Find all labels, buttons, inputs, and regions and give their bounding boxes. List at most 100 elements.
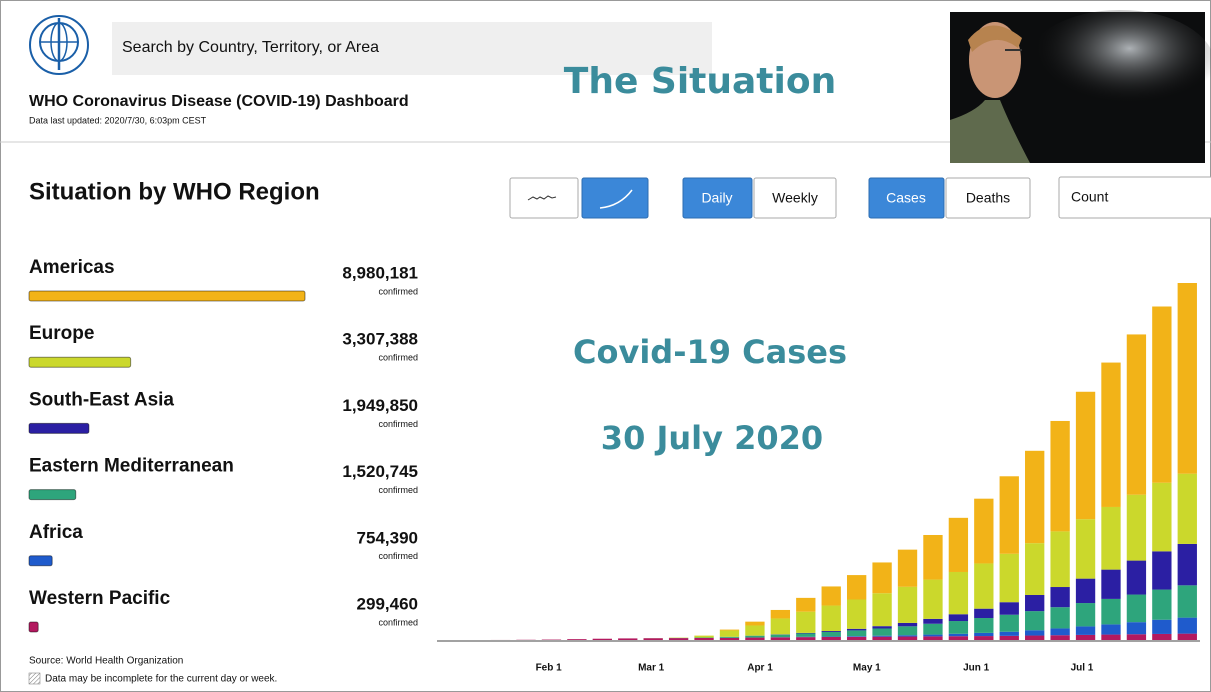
bar-segment <box>974 498 994 564</box>
bar-segment <box>1126 622 1147 635</box>
bar-segment <box>770 618 791 635</box>
bar-segment <box>974 618 994 633</box>
curve-icon <box>599 189 633 209</box>
bar-segment <box>1152 306 1172 483</box>
bar-segment <box>1101 506 1121 570</box>
weekly-button[interactable] <box>753 177 837 219</box>
bar-segment <box>872 636 892 640</box>
bar-segment <box>999 635 1019 640</box>
region-value: 1,949,850 <box>342 396 418 415</box>
bar-segment <box>948 571 969 615</box>
bar-segment <box>1177 543 1197 586</box>
metric-label: Count <box>1071 189 1108 205</box>
bar-segment <box>1152 633 1172 640</box>
bar-segment <box>1126 494 1147 561</box>
overlay-date: 30 July 2020 <box>601 419 823 457</box>
bar-segment <box>1075 603 1096 627</box>
bar-segment <box>1075 626 1096 635</box>
dashboard-title: WHO Coronavirus Disease (COVID-19) Dashb… <box>29 93 409 110</box>
bar-segment <box>1050 531 1070 588</box>
bar-segment <box>1050 635 1070 640</box>
region-name: South-East Asia <box>29 389 174 410</box>
bar-segment <box>745 635 765 638</box>
bar-segment <box>948 517 969 572</box>
region-unit: confirmed <box>378 551 418 561</box>
x-tick-label: May 1 <box>853 663 881 674</box>
bar-segment <box>846 630 867 637</box>
bar-segment <box>999 553 1019 603</box>
region-bar <box>28 555 53 567</box>
daily-label: Daily <box>701 190 732 206</box>
bar-segment <box>1126 594 1147 623</box>
bar-segment <box>1177 617 1197 634</box>
bar-segment <box>1152 482 1172 552</box>
bar-segment <box>719 637 740 640</box>
linear-button[interactable] <box>509 177 579 219</box>
bar-segment <box>796 633 816 637</box>
region-list: Americas 8,980,181 confirmed Europe 3,307,38… <box>28 257 418 633</box>
region-unit: confirmed <box>378 419 418 429</box>
bar-segment <box>923 623 943 635</box>
bar-segment <box>999 631 1019 636</box>
bar-segment <box>1025 630 1045 636</box>
who-logo <box>29 15 89 75</box>
section-title: Situation by WHO Region <box>29 178 320 205</box>
cases-button[interactable] <box>868 177 945 219</box>
bar-segment <box>745 625 765 636</box>
source: Source: World Health Organization <box>29 656 183 667</box>
bar-segment <box>770 609 791 619</box>
bar-segment <box>796 637 816 640</box>
x-tick-label: Feb 1 <box>536 663 563 674</box>
last-updated: Data last updated: 2020/7/30, 6:03pm CES… <box>29 115 207 125</box>
region-unit: confirmed <box>378 617 418 627</box>
bar-segment <box>1075 519 1096 579</box>
bar-segment <box>974 632 994 637</box>
x-tick-label: Jul 1 <box>1071 663 1094 674</box>
x-tick-label: Apr 1 <box>747 663 773 674</box>
bar-segment <box>719 629 740 631</box>
region-value: 299,460 <box>357 594 418 613</box>
bar-segment <box>796 611 816 633</box>
region-name: Europe <box>29 323 94 344</box>
bar-segment <box>1050 420 1070 532</box>
bar-segment <box>1050 607 1070 629</box>
overlay-caption: Covid-19 Cases <box>573 333 847 371</box>
search-box[interactable] <box>112 22 712 75</box>
bar-segment <box>923 634 943 637</box>
region-bar <box>28 290 306 302</box>
bar-segment <box>1101 634 1121 640</box>
bar-segment <box>846 599 867 629</box>
bar-segment <box>821 631 841 632</box>
x-tick-label: Mar 1 <box>638 663 665 674</box>
bar-segment <box>770 637 791 640</box>
bar-segment <box>1152 619 1172 634</box>
chart-type-toggle <box>509 177 649 219</box>
hatch-icon <box>28 672 41 685</box>
bar-segment <box>846 628 867 631</box>
bar-segment <box>1025 611 1045 631</box>
daily-button[interactable] <box>682 177 753 219</box>
bar-segment <box>1050 587 1070 608</box>
photo <box>950 10 1211 163</box>
bar-segment <box>1101 569 1121 599</box>
bar-segment <box>821 586 841 606</box>
sparkline-icon <box>527 195 557 201</box>
deaths-button[interactable] <box>945 177 1031 219</box>
bar-segment <box>1025 450 1045 544</box>
bar-segment <box>618 638 638 640</box>
bar-segment <box>821 605 841 632</box>
bar-segment <box>948 636 969 640</box>
bar-segment <box>1177 283 1197 474</box>
metric-select[interactable] <box>1058 176 1211 219</box>
bar-segment <box>745 621 765 626</box>
bar-segment <box>872 593 892 627</box>
overlay-heading: The Situation <box>564 61 836 102</box>
bar-segment <box>846 575 867 600</box>
cumulative-button[interactable] <box>581 177 649 219</box>
bar-segment <box>948 633 969 637</box>
region-unit: confirmed <box>378 485 418 495</box>
region-value: 8,980,181 <box>342 263 418 282</box>
bar-segment <box>1177 585 1197 618</box>
